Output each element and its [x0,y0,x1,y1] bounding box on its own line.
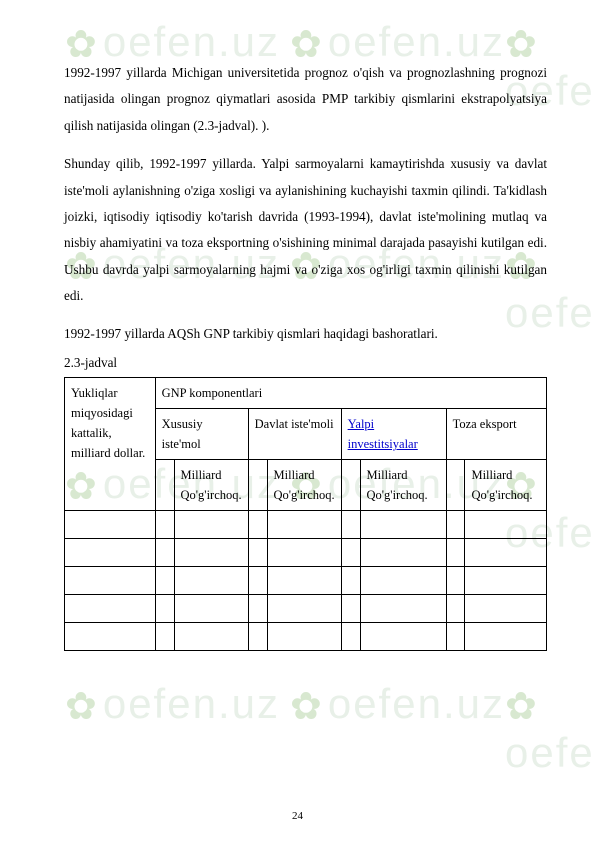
table-cell [341,539,360,567]
table-cell [155,567,174,595]
paragraph: Shunday qilib, 1992-1997 yillarda. Yalpi… [64,151,547,309]
table-cell [65,511,156,539]
table-row [65,623,547,651]
table-cell [267,511,341,539]
sub-cell-label: Milliard Qo'g'irchoq. [267,460,341,511]
investment-link[interactable]: Yalpi investitsiyalar [348,417,418,451]
table-row [65,511,547,539]
table-cell [360,595,446,623]
column-group-header: GNP komponentlari [155,378,546,409]
column-header: Yalpi investitsiyalar [341,409,446,460]
table-cell [360,623,446,651]
table-cell [267,567,341,595]
table-cell [65,595,156,623]
table-cell [360,511,446,539]
row-header-cell: Yukliqlar miqyosidagi kattalik, milliard… [65,378,156,511]
table-cell [174,567,248,595]
table-cell [248,623,267,651]
column-header: Xususiy iste'mol [155,409,248,460]
table-cell [341,511,360,539]
sub-cell-blank [446,460,465,511]
sub-cell-label: Milliard Qo'g'irchoq. [360,460,446,511]
table-cell [465,567,547,595]
table-cell [155,595,174,623]
table-cell [248,595,267,623]
table-cell [248,539,267,567]
table-cell [446,623,465,651]
column-header: Davlat iste'moli [248,409,341,460]
table-row: Yukliqlar miqyosidagi kattalik, milliard… [65,378,547,409]
table-cell [155,623,174,651]
column-header: Toza eksport [446,409,546,460]
paragraph: 1992-1997 yillarda Michigan universiteti… [64,60,547,139]
table-cell [465,511,547,539]
table-cell [446,539,465,567]
table-cell [267,623,341,651]
table-cell [446,595,465,623]
table-cell [267,539,341,567]
table-cell [446,567,465,595]
table-row [65,595,547,623]
table-cell [65,539,156,567]
table-cell [248,567,267,595]
page-content: 1992-1997 yillarda Michigan universiteti… [0,0,595,691]
watermark: ✿oefen.uz [505,680,595,777]
table-cell [65,567,156,595]
table-cell [174,623,248,651]
table-cell [248,511,267,539]
table-cell [360,539,446,567]
table-caption: 1992-1997 yillarda AQSh GNP tarkibiy qis… [64,322,547,346]
table-cell [155,539,174,567]
table-cell [446,511,465,539]
gnp-table: Yukliqlar miqyosidagi kattalik, milliard… [64,377,547,651]
table-cell [360,567,446,595]
table-cell [267,595,341,623]
table-cell [341,623,360,651]
table-cell [155,511,174,539]
sub-cell-label: Milliard Qo'g'irchoq. [465,460,547,511]
table-cell [174,511,248,539]
table-row [65,539,547,567]
table-cell [465,595,547,623]
sub-cell-blank [248,460,267,511]
table-cell [341,567,360,595]
table-cell [174,595,248,623]
table-cell [65,623,156,651]
table-cell [174,539,248,567]
sub-cell-blank [155,460,174,511]
sub-cell-blank [341,460,360,511]
table-number-label: 2.3-jadval [64,355,547,371]
sub-cell-label: Milliard Qo'g'irchoq. [174,460,248,511]
table-cell [465,623,547,651]
table-cell [341,595,360,623]
table-cell [465,539,547,567]
page-number: 24 [0,810,595,822]
table-row [65,567,547,595]
